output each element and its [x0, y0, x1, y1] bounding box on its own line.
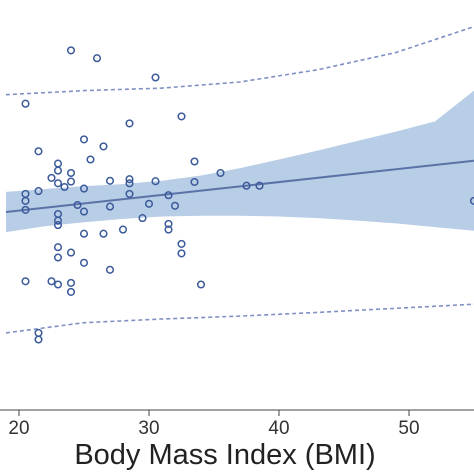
data-point: [99, 142, 108, 151]
data-point: [34, 187, 43, 196]
data-point: [177, 112, 186, 121]
data-point: [164, 225, 173, 234]
data-point: [34, 147, 43, 156]
data-point: [118, 225, 128, 234]
data-point: [86, 155, 95, 164]
prediction-band-layer: [5, 25, 474, 334]
data-point: [53, 253, 63, 262]
data-point: [47, 173, 56, 182]
data-point: [164, 191, 173, 200]
data-point: [34, 328, 43, 337]
data-point: [125, 179, 134, 188]
data-point: [164, 219, 173, 228]
data-point: [151, 73, 160, 82]
data-point: [66, 278, 76, 287]
data-point: [21, 196, 30, 205]
data-point: [170, 201, 180, 210]
data-point: [190, 157, 199, 166]
data-point: [47, 277, 56, 286]
data-point: [79, 207, 89, 216]
data-point: [53, 280, 63, 289]
data-point: [177, 239, 186, 248]
data-point: [66, 248, 76, 257]
x-axis-title: Body Mass Index (BMI): [74, 439, 375, 471]
x-tick-label: 20: [8, 418, 29, 439]
data-point: [151, 177, 160, 186]
data-point: [144, 199, 154, 208]
data-point: [125, 189, 134, 198]
data-point: [125, 175, 134, 184]
data-point: [105, 265, 115, 274]
data-point: [79, 135, 89, 144]
data-point: [53, 221, 63, 230]
data-point: [34, 335, 43, 344]
data-point: [242, 181, 251, 190]
data-point: [66, 287, 76, 296]
data-point: [53, 216, 63, 225]
data-point: [79, 258, 89, 267]
data-points: [21, 46, 474, 344]
data-point: [99, 229, 108, 238]
data-point: [21, 99, 30, 108]
data-point: [216, 168, 225, 178]
data-point: [177, 249, 186, 258]
confidence-band-layer: [6, 90, 474, 233]
data-point: [66, 46, 76, 55]
data-point: [53, 243, 63, 252]
regression-line: [5, 159, 474, 213]
data-point: [79, 229, 89, 238]
x-axis-ticks: 20 30 40 50: [8, 410, 420, 439]
prediction-band-lower: [5, 303, 474, 334]
data-point: [53, 179, 63, 188]
data-point: [196, 280, 206, 289]
data-point: [66, 168, 76, 178]
x-tick-label: 50: [398, 418, 419, 439]
data-point: [138, 214, 147, 223]
data-point: [21, 205, 30, 214]
data-point: [92, 54, 102, 63]
data-point: [105, 202, 115, 211]
data-point: [469, 196, 474, 205]
data-point: [53, 159, 63, 168]
data-point: [53, 166, 63, 175]
data-point: [60, 182, 69, 192]
data-point: [73, 200, 82, 210]
data-point: [125, 119, 134, 128]
data-point: [190, 177, 199, 187]
data-point: [21, 277, 30, 286]
data-point: [105, 176, 115, 185]
x-tick-label: 30: [138, 418, 159, 439]
confidence-band: [6, 90, 474, 233]
fit-line-layer: [5, 159, 474, 213]
data-point: [66, 177, 76, 186]
data-point: [79, 184, 89, 193]
prediction-band-upper: [5, 25, 474, 96]
data-point: [255, 181, 264, 190]
x-tick-label: 40: [268, 418, 289, 439]
